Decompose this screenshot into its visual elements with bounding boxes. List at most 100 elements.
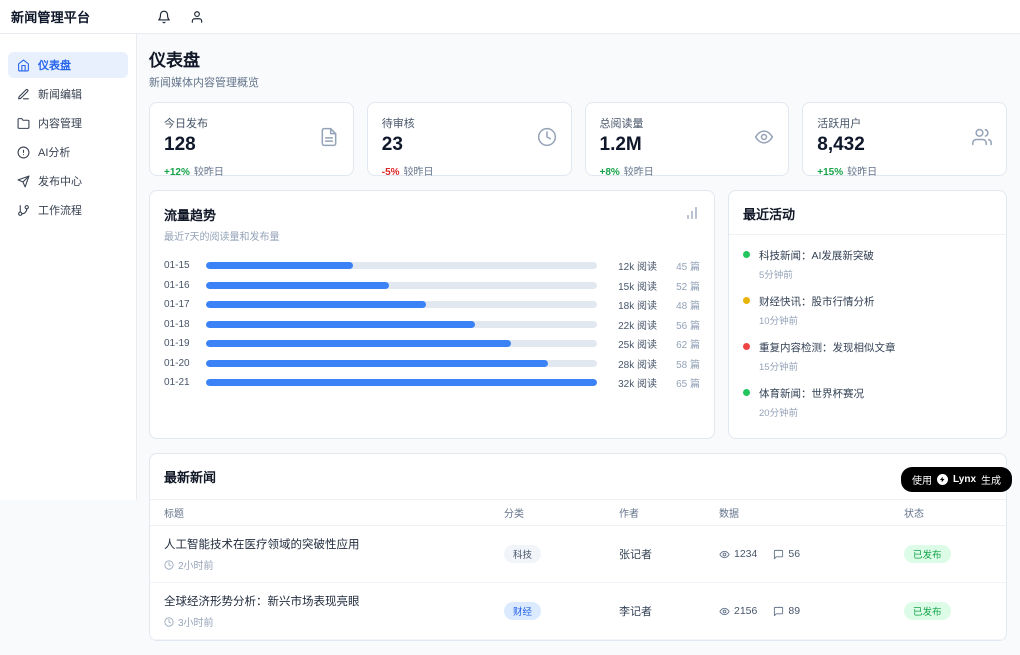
- sidebar-item-ai-analysis[interactable]: AI分析: [8, 139, 128, 165]
- bell-icon: [157, 10, 171, 24]
- status-badge: 已发布: [904, 602, 951, 620]
- sidebar-item-news-edit[interactable]: 新闻编辑: [8, 81, 128, 107]
- news-row-title: 人工智能技术在医疗领域的突破性应用: [164, 536, 504, 552]
- news-table-row[interactable]: 全球经济形势分析：新兴市场表现亮眼 3小时前 财经 李记者 2156 89 已发…: [150, 583, 1006, 640]
- eye-icon: [719, 606, 730, 617]
- chart-date-label: 01-15: [164, 260, 196, 271]
- stat-change: +15% 较昨日: [817, 163, 992, 178]
- stat-label: 今日发布: [164, 115, 339, 131]
- sidebar-item-label: 仪表盘: [38, 57, 71, 73]
- sidebar-item-label: 发布中心: [38, 173, 82, 189]
- reads-bar: [206, 321, 475, 328]
- stat-card-active-users: 活跃用户 8,432 +15%较昨日: [802, 102, 1007, 176]
- eye-icon: [754, 127, 774, 147]
- page-subtitle: 新闻媒体内容管理概览: [149, 74, 1007, 90]
- news-table-row[interactable]: 人工智能技术在医疗领域的突破性应用 2小时前 科技 张记者 1234 56 已发…: [150, 526, 1006, 583]
- recent-activity-panel: 最近活动 科技新闻：AI发展新突破 5分钟前 财经快讯：股市行情分析 10分钟前…: [728, 190, 1007, 439]
- reads-label: 12k 阅读: [607, 258, 657, 273]
- activity-item[interactable]: 财经快讯：股市行情分析 10分钟前: [743, 294, 992, 327]
- activity-text: 科技新闻：AI发展新突破: [759, 248, 874, 263]
- chart-date-label: 01-20: [164, 358, 196, 369]
- reads-bar-track: [206, 282, 597, 289]
- stat-change-percent: +12%: [164, 167, 190, 178]
- user-icon: [190, 10, 204, 24]
- stat-card-total-reads: 总阅读量 1.2M +8%较昨日: [585, 102, 790, 176]
- reads-bar-track: [206, 360, 597, 367]
- notifications-button[interactable]: [157, 9, 172, 24]
- reads-label: 22k 阅读: [607, 317, 657, 332]
- sidebar-item-publish-center[interactable]: 发布中心: [8, 168, 128, 194]
- category-badge: 财经: [504, 602, 541, 620]
- reads-bar: [206, 262, 353, 269]
- news-table-header: 标题 分类 作者 数据 状态: [150, 500, 1006, 526]
- sidebar-item-workflow[interactable]: 工作流程: [8, 197, 128, 223]
- home-icon: [17, 59, 30, 72]
- posts-label: 52 篇: [667, 278, 700, 293]
- stat-change-suffix: 较昨日: [404, 167, 434, 178]
- stat-label: 活跃用户: [817, 115, 992, 131]
- charts-row: 流量趋势 最近7天的阅读量和发布量 01-15 12k 阅读 45 篇 01-1…: [149, 190, 1007, 439]
- activity-time: 20分钟前: [759, 405, 864, 419]
- chart-row: 01-19 25k 阅读 62 篇: [164, 334, 700, 354]
- activity-item[interactable]: 科技新闻：AI发展新突破 5分钟前: [743, 248, 992, 281]
- news-row-author: 李记者: [619, 603, 719, 619]
- column-header-status: 状态: [904, 505, 992, 520]
- lynx-generated-badge[interactable]: 使用 Lynx 生成: [901, 467, 1012, 492]
- reads-bar: [206, 282, 389, 289]
- top-header: 新闻管理平台: [0, 0, 1020, 34]
- reads-label: 28k 阅读: [607, 356, 657, 371]
- sidebar: 仪表盘 新闻编辑 内容管理 AI分析 发布中心 工作流程: [0, 34, 137, 500]
- profile-button[interactable]: [190, 9, 205, 24]
- latest-news-panel: 最新新闻 标题 分类 作者 数据 状态 人工智能技术在医疗领域的突破性应用 2小…: [149, 453, 1007, 641]
- stat-card-pending-review: 待审核 23 -5%较昨日: [367, 102, 572, 176]
- reads-bar-track: [206, 321, 597, 328]
- activity-text: 财经快讯：股市行情分析: [759, 294, 875, 309]
- posts-label: 62 篇: [667, 336, 700, 351]
- app-title: 新闻管理平台: [0, 7, 137, 26]
- lynx-badge-prefix: 使用: [912, 472, 932, 487]
- status-badge: 已发布: [904, 545, 951, 563]
- sidebar-item-dashboard[interactable]: 仪表盘: [8, 52, 128, 78]
- stats-row: 今日发布 128 +12%较昨日 待审核 23 -5%较昨日 总阅读量 1.2M…: [149, 102, 1007, 176]
- activity-status-dot: [743, 297, 750, 304]
- reads-bar: [206, 360, 548, 367]
- stat-change-suffix: 较昨日: [847, 167, 877, 178]
- activity-item[interactable]: 重复内容检测：发现相似文章 15分钟前: [743, 340, 992, 373]
- reads-bar-track: [206, 379, 597, 386]
- column-header-category: 分类: [504, 505, 619, 520]
- reads-bar-track: [206, 301, 597, 308]
- stat-change-suffix: 较昨日: [194, 167, 224, 178]
- eye-icon: [719, 549, 730, 560]
- stat-change: -5%较昨日: [382, 163, 557, 178]
- clock-icon: [164, 617, 174, 627]
- stat-value: 1.2M: [600, 134, 775, 156]
- reads-label: 18k 阅读: [607, 297, 657, 312]
- main-content: 仪表盘 新闻媒体内容管理概览 今日发布 128 +12%较昨日 待审核 23 -…: [137, 34, 1020, 655]
- news-row-title: 全球经济形势分析：新兴市场表现亮眼: [164, 593, 504, 609]
- chart-row: 01-17 18k 阅读 48 篇: [164, 295, 700, 315]
- activity-item[interactable]: 体育新闻：世界杯赛况 20分钟前: [743, 386, 992, 419]
- news-row-author: 张记者: [619, 546, 719, 562]
- news-row-stats: 1234 56: [719, 548, 904, 560]
- posts-label: 56 篇: [667, 317, 700, 332]
- news-row-stats: 2156 89: [719, 605, 904, 617]
- users-icon: [972, 127, 992, 147]
- posts-label: 48 篇: [667, 297, 700, 312]
- reads-label: 25k 阅读: [607, 336, 657, 351]
- comment-icon: [773, 606, 784, 617]
- clock-icon: [537, 127, 557, 147]
- document-icon: [319, 127, 339, 147]
- chart-row: 01-21 32k 阅读 65 篇: [164, 373, 700, 393]
- activity-time: 15分钟前: [759, 359, 896, 373]
- chart-row: 01-15 12k 阅读 45 篇: [164, 256, 700, 276]
- activity-status-dot: [743, 251, 750, 258]
- stat-change-percent: +15%: [817, 167, 843, 178]
- chart-date-label: 01-18: [164, 319, 196, 330]
- activity-text: 重复内容检测：发现相似文章: [759, 340, 896, 355]
- column-header-author: 作者: [619, 505, 719, 520]
- sidebar-item-content-management[interactable]: 内容管理: [8, 110, 128, 136]
- stat-change: +8%较昨日: [600, 163, 775, 178]
- traffic-trends-panel: 流量趋势 最近7天的阅读量和发布量 01-15 12k 阅读 45 篇 01-1…: [149, 190, 715, 439]
- chart-row: 01-18 22k 阅读 56 篇: [164, 315, 700, 335]
- activity-text: 体育新闻：世界杯赛况: [759, 386, 864, 401]
